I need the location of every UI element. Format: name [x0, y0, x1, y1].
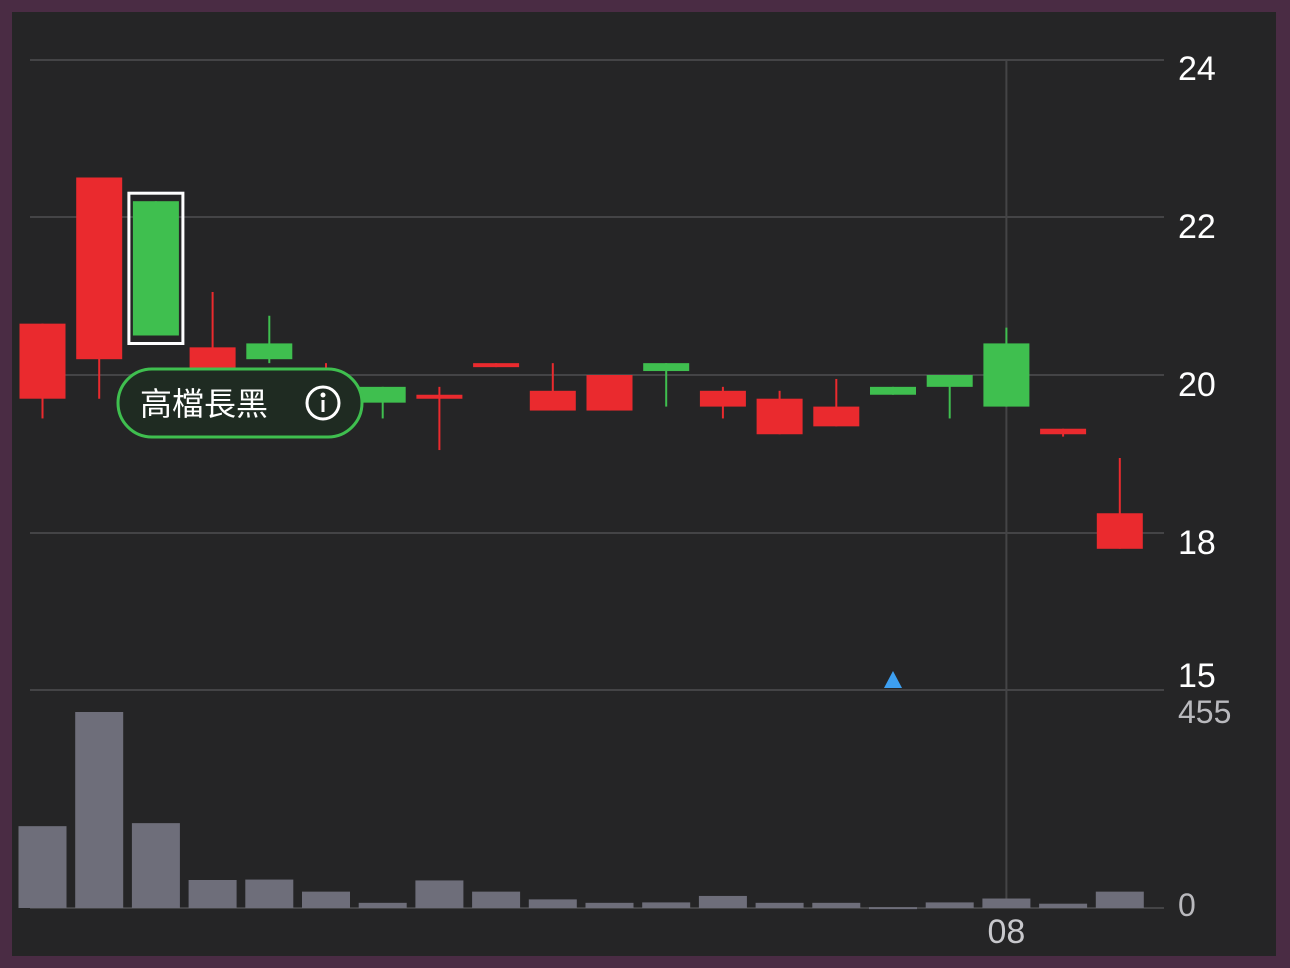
volume-bar-16: [869, 907, 917, 910]
info-icon-ring: [305, 385, 341, 421]
info-icon[interactable]: [305, 385, 341, 421]
info-icon-stem: [321, 400, 325, 412]
volume-bar-11: [585, 902, 634, 908]
volume-bar-12: [642, 902, 691, 908]
volume-bar-13: [698, 895, 747, 908]
price-tick-label: 20: [1178, 366, 1216, 404]
candle-body: [1040, 428, 1087, 435]
triangle-marker: [884, 671, 902, 688]
volume-bar-5: [245, 879, 294, 908]
candle-body: [19, 323, 66, 399]
pattern-tag-pill: [116, 367, 364, 439]
volume-bar-1: [18, 826, 67, 908]
candle-14: [756, 390, 803, 435]
candle-2: [76, 177, 123, 399]
candle-10: [529, 363, 576, 411]
candle-12: [643, 363, 690, 407]
candle-5: [246, 315, 293, 364]
candle-7: [359, 386, 406, 419]
volume-bar-7: [358, 902, 407, 908]
volume-bar-15: [812, 902, 861, 908]
candle-body: [983, 343, 1030, 407]
volume-bar-6: [302, 891, 350, 908]
volume-bars: [18, 712, 1144, 910]
volume-bar-4: [188, 880, 237, 908]
triangle-marker-icon[interactable]: [884, 671, 902, 688]
price-tick-label: 15: [1178, 657, 1216, 695]
candle-9: [473, 363, 520, 368]
candle-body: [132, 201, 179, 336]
price-tick-label: 18: [1178, 524, 1216, 562]
candle-13: [699, 386, 746, 419]
candle-body: [756, 398, 803, 435]
candles: [19, 177, 1143, 549]
candle-body: [416, 394, 463, 399]
candle-body: [870, 386, 916, 395]
candle-body: [926, 375, 973, 387]
pattern-tag[interactable]: 高檔長黑: [116, 367, 364, 439]
candle-body: [246, 343, 293, 360]
volume-bar-8: [415, 880, 464, 908]
price-tick-label: 22: [1178, 208, 1216, 246]
candle-1: [19, 323, 66, 419]
date-tick-label: 08: [987, 913, 1025, 951]
candle-body: [699, 390, 746, 407]
volume-bar-19: [1039, 903, 1088, 908]
candle-body: [76, 177, 123, 360]
volume-bar-17: [925, 902, 974, 908]
candle-19: [1040, 428, 1087, 437]
candle-8: [416, 386, 463, 451]
candle-17: [926, 375, 973, 419]
volume-min-label: 0: [1178, 887, 1196, 923]
price-gridlines: [30, 59, 1164, 909]
pattern-tag-label: 高檔長黑: [140, 385, 268, 423]
volume-bar-18: [982, 898, 1031, 908]
candle-body: [473, 363, 520, 368]
candle-body: [1096, 513, 1143, 549]
price-tick-label: 24: [1178, 50, 1216, 88]
volume-bar-20: [1095, 891, 1144, 908]
candle-11: [586, 375, 633, 411]
candle-body: [586, 375, 633, 411]
candle-20: [1096, 457, 1143, 549]
candle-18: [983, 327, 1030, 407]
volume-bar-2: [75, 712, 124, 908]
candle-16: [870, 386, 916, 395]
candle-body: [813, 406, 860, 427]
chart-panel: 高檔長黑 24 22 20 18 15 455 0 08: [12, 12, 1276, 956]
volume-bar-10: [528, 899, 577, 908]
candle-body: [529, 390, 576, 411]
candle-body: [643, 363, 690, 372]
highlighted-candle-box[interactable]: [127, 191, 185, 345]
volume-bar-3: [131, 823, 180, 908]
volume-bar-14: [755, 902, 804, 908]
volume-bar-9: [472, 891, 521, 908]
volume-max-label: 455: [1178, 694, 1231, 730]
candle-15: [813, 378, 860, 427]
candle-body: [359, 386, 406, 403]
info-icon-dot: [320, 392, 326, 398]
candle-3: [132, 201, 179, 336]
highlight-frame: [127, 191, 185, 345]
